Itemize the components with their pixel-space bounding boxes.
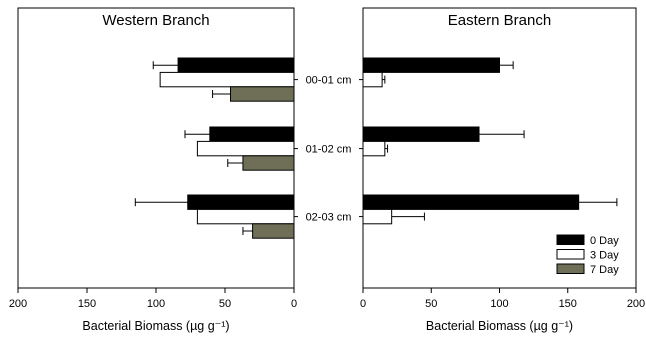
western-x-tick-label: 100: [147, 298, 165, 310]
western-x-tick-label: 0: [291, 298, 297, 310]
legend-swatch-7-day: [556, 263, 585, 274]
western-bar-7-day-01-02-cm: [242, 155, 295, 171]
eastern-bar-3-day-00-01-cm: [362, 71, 383, 88]
western-bar-3-day-02-03-cm: [196, 208, 295, 225]
eastern-x-tick-label: 200: [627, 298, 645, 310]
eastern-x-tick-label: 0: [360, 298, 366, 310]
western-x-tick-label: 50: [219, 298, 231, 310]
legend-swatch-0-day: [556, 234, 585, 245]
eastern-bar-3-day-01-02-cm: [362, 140, 386, 157]
western-bar-3-day-01-02-cm: [196, 140, 295, 157]
western-x-tick-label: 200: [9, 298, 27, 310]
western-x-tick-label: 150: [78, 298, 96, 310]
eastern-x-tick-label: 100: [490, 298, 508, 310]
western-branch-panel: Western Branch 200 150 100 50 0 Bacterial Biom…: [9, 7, 297, 333]
category-label: 01-02 cm: [306, 144, 352, 156]
category-label: 02-03 cm: [306, 212, 352, 224]
western-bar-3-day-00-01-cm: [159, 71, 295, 88]
western-x-axis-label: Bacterial Biomass (µg g⁻¹): [82, 319, 229, 333]
western-bar-7-day-00-01-cm: [230, 86, 295, 102]
eastern-bar-3-day-02-03-cm: [362, 208, 393, 225]
western-bar-7-day-02-03-cm: [252, 223, 295, 239]
eastern-x-axis-label: Bacterial Biomass (µg g⁻¹): [426, 319, 573, 333]
eastern-bar-0-day-00-01-cm: [362, 57, 500, 73]
legend-label: 7 Day: [590, 264, 619, 276]
depth-category-labels: 00-01 cm 01-02 cm 02-03 cm: [294, 75, 363, 224]
eastern-bar-0-day-01-02-cm: [362, 126, 480, 142]
eastern-branch-panel: Eastern Branch 0 50 100 150 200 Bacterial Biom…: [360, 7, 645, 333]
western-title: Western Branch: [102, 12, 209, 29]
legend-label: 3 Day: [590, 250, 619, 262]
western-bar-0-day-01-02-cm: [209, 126, 295, 142]
eastern-x-tick-label: 150: [559, 298, 577, 310]
eastern-title: Eastern Branch: [448, 12, 551, 29]
eastern-bar-0-day-02-03-cm: [362, 194, 580, 210]
western-bar-0-day-00-01-cm: [177, 57, 295, 73]
eastern-x-tick-label: 50: [425, 298, 437, 310]
category-label: 00-01 cm: [306, 75, 352, 87]
western-bar-0-day-02-03-cm: [187, 194, 295, 210]
legend: 0 Day 3 Day 7 Day: [556, 234, 619, 276]
legend-swatch-3-day: [556, 249, 585, 260]
legend-label: 0 Day: [590, 235, 619, 247]
